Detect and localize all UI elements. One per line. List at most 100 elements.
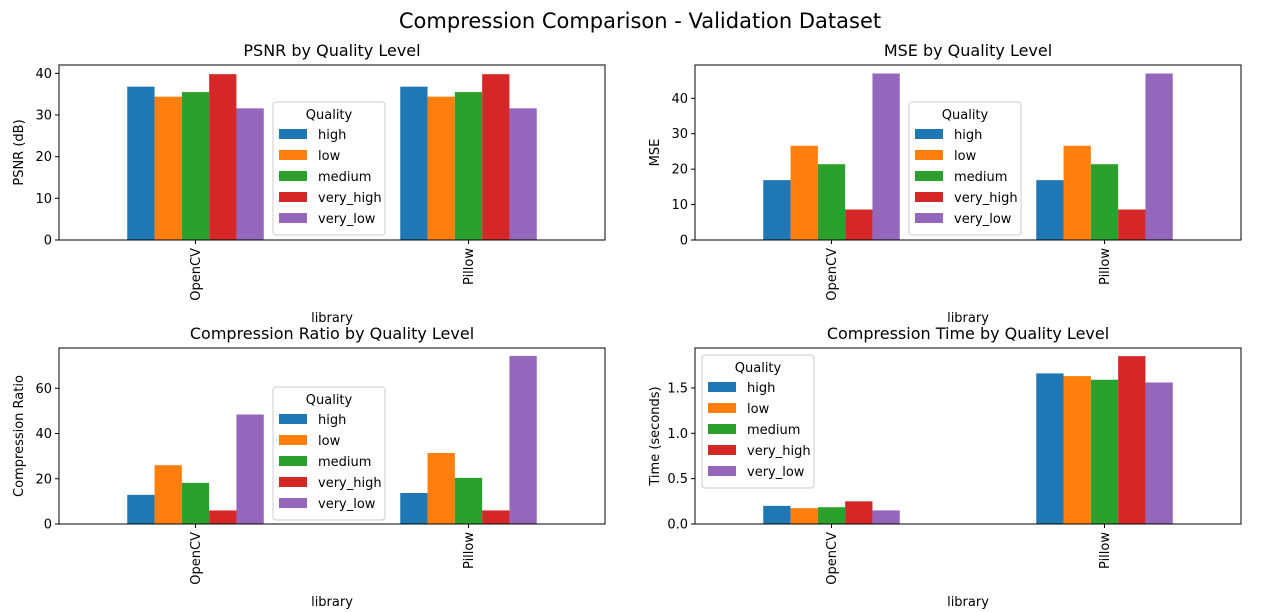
bar-medium-Pillow xyxy=(1090,379,1119,524)
bar-very_low-Pillow xyxy=(509,108,537,240)
bar-medium-OpenCV xyxy=(817,164,846,240)
legend-swatch-low xyxy=(279,150,307,160)
x-tick-label: OpenCV xyxy=(189,248,204,301)
bar-medium-Pillow xyxy=(454,477,483,524)
legend-label-high: high xyxy=(747,381,775,396)
bar-low-OpenCV xyxy=(790,145,818,240)
legend: Quality high low medium very_high very_low xyxy=(272,101,386,236)
legend-swatch-very_low xyxy=(708,466,736,476)
chart-title: PSNR by Quality Level xyxy=(243,41,420,60)
legend-swatch-low xyxy=(708,403,736,413)
y-tick-label: 0 xyxy=(44,518,52,533)
legend-label-medium: medium xyxy=(747,423,800,438)
x-axis-label: library xyxy=(311,311,353,326)
y-tick-label: 60 xyxy=(35,382,52,397)
bar-high-OpenCV xyxy=(763,505,791,524)
chart-title: Compression Ratio by Quality Level xyxy=(190,324,474,343)
bar-medium-OpenCV xyxy=(181,92,210,240)
y-tick-label: 20 xyxy=(671,163,688,178)
bar-high-Pillow xyxy=(400,86,428,240)
y-tick-label: 30 xyxy=(671,127,688,142)
legend-swatch-very_high xyxy=(279,477,307,487)
legend-label-very_low: very_low xyxy=(318,212,376,227)
bar-very_low-Pillow xyxy=(509,355,537,524)
legend-swatch-high xyxy=(279,414,307,424)
bar-high-OpenCV xyxy=(763,180,791,240)
figure-title: Compression Comparison - Validation Data… xyxy=(399,9,881,33)
legend-swatch-very_low xyxy=(279,213,307,223)
legend: Quality high low medium very_high very_low xyxy=(908,101,1022,236)
y-tick-label: 0 xyxy=(44,234,52,249)
subplot-4: 0.0 0.5 1.0 1.5 OpenCV Pillow Compression Time… xyxy=(648,324,1242,610)
chart-title: MSE by Quality Level xyxy=(884,41,1052,60)
legend-swatch-low xyxy=(279,435,307,445)
bar-low-Pillow xyxy=(1063,376,1091,524)
legend-label-low: low xyxy=(318,434,341,449)
legend-label-low: low xyxy=(318,149,341,164)
legend-swatch-high xyxy=(708,382,736,392)
legend-swatch-very_high xyxy=(915,192,943,202)
y-tick-label: 0 xyxy=(680,234,688,249)
bar-high-Pillow xyxy=(1036,373,1064,524)
plot-frame xyxy=(58,347,606,525)
y-tick-label: 10 xyxy=(35,192,52,207)
bar-low-OpenCV xyxy=(790,508,818,524)
x-tick-label: Pillow xyxy=(462,248,477,285)
legend-label-very_low: very_low xyxy=(954,212,1012,227)
bar-very_high-Pillow xyxy=(1118,356,1146,524)
y-tick-label: 40 xyxy=(35,427,52,442)
legend-swatch-medium xyxy=(708,424,736,434)
bar-very_low-OpenCV xyxy=(872,73,900,240)
x-tick-label: OpenCV xyxy=(825,532,840,585)
y-tick-label: 1.0 xyxy=(667,427,688,442)
bar-very_high-Pillow xyxy=(1118,209,1146,240)
legend-label-medium: medium xyxy=(318,170,371,185)
y-tick-label: 30 xyxy=(35,109,52,124)
legend-swatch-medium xyxy=(279,171,307,181)
bar-medium-OpenCV xyxy=(181,482,210,524)
legend-label-high: high xyxy=(318,128,346,143)
bar-low-OpenCV xyxy=(154,96,182,240)
bar-medium-Pillow xyxy=(454,92,483,240)
y-tick-label: 20 xyxy=(35,472,52,487)
x-tick-label: OpenCV xyxy=(825,248,840,301)
bar-very_high-OpenCV xyxy=(845,209,873,240)
bar-medium-OpenCV xyxy=(817,507,846,524)
bar-medium-Pillow xyxy=(1090,164,1119,240)
legend-title: Quality xyxy=(306,108,353,123)
subplot-2: 0 10 20 30 40 OpenCV Pillow MSE by Quality Leve… xyxy=(648,41,1242,326)
plot-frame xyxy=(694,347,1242,525)
legend-label-low: low xyxy=(954,149,977,164)
subplot-3: 0 20 40 60 OpenCV Pillow Compression Ratio by … xyxy=(12,324,606,610)
bar-very_high-OpenCV xyxy=(209,510,237,524)
x-axis-label: library xyxy=(947,311,989,326)
legend-swatch-very_high xyxy=(708,445,736,455)
legend-swatch-medium xyxy=(279,456,307,466)
x-tick-label: OpenCV xyxy=(189,532,204,585)
y-tick-label: 0.0 xyxy=(667,518,688,533)
bar-high-Pillow xyxy=(1036,180,1064,240)
x-tick-label: Pillow xyxy=(1098,532,1113,569)
bar-low-Pillow xyxy=(427,452,455,524)
bar-low-Pillow xyxy=(427,96,455,240)
legend: Quality high low medium very_high very_low xyxy=(272,386,386,521)
y-tick-label: 40 xyxy=(35,67,52,82)
legend-label-very_high: very_high xyxy=(747,444,811,459)
legend-swatch-low xyxy=(915,150,943,160)
bar-very_low-OpenCV xyxy=(236,108,264,240)
bar-very_high-Pillow xyxy=(482,510,510,524)
legend-title: Quality xyxy=(306,393,353,408)
legend-label-medium: medium xyxy=(954,170,1007,185)
legend-swatch-high xyxy=(279,129,307,139)
legend-title: Quality xyxy=(735,361,782,376)
x-tick-label: Pillow xyxy=(462,532,477,569)
legend-label-medium: medium xyxy=(318,455,371,470)
bar-low-OpenCV xyxy=(154,465,182,524)
bar-high-OpenCV xyxy=(127,86,155,240)
y-axis-label: Time (seconds) xyxy=(648,386,663,486)
plot-frame xyxy=(694,64,1242,241)
subplot-1: 0 10 20 30 40 OpenCV Pillow PSNR by Quality Lev… xyxy=(12,41,606,326)
legend-label-very_low: very_low xyxy=(318,497,376,512)
legend-label-low: low xyxy=(747,402,770,417)
